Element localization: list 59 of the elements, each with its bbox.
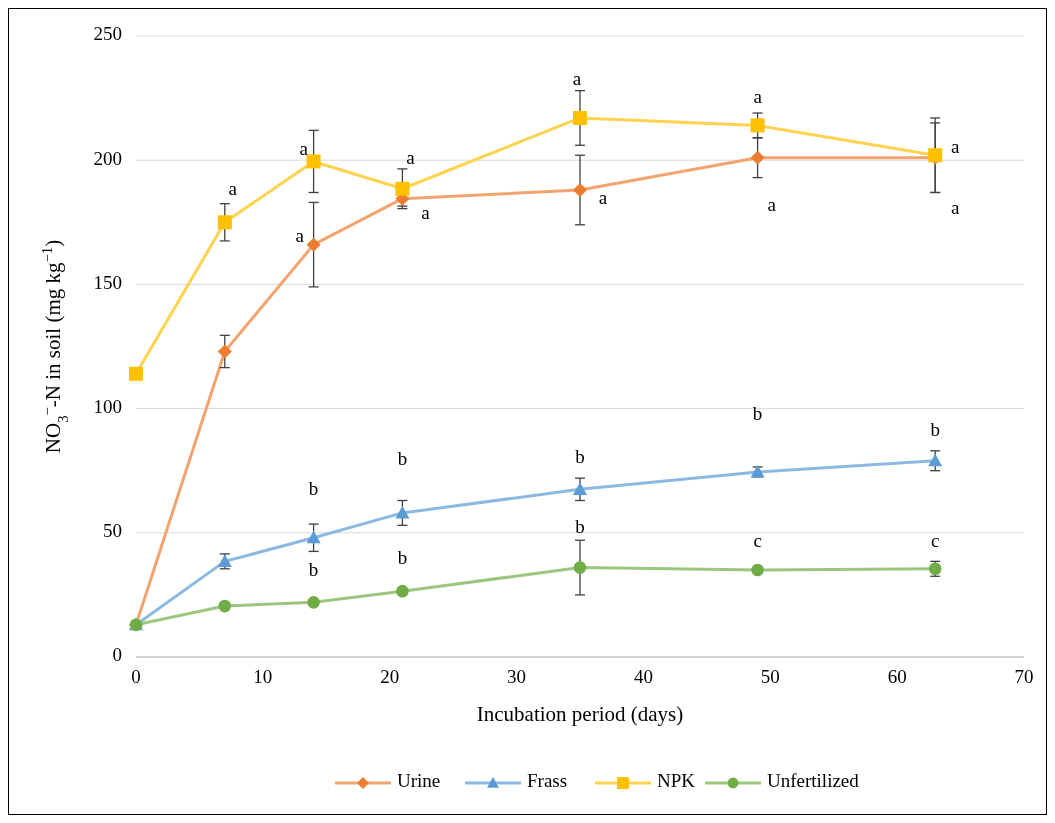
x-tick-label: 50 bbox=[760, 666, 780, 687]
x-tick-label: 10 bbox=[253, 666, 273, 687]
point bbox=[217, 344, 232, 359]
point bbox=[396, 584, 409, 598]
point bbox=[750, 150, 765, 165]
point bbox=[217, 215, 232, 230]
annotation: b bbox=[575, 445, 585, 467]
legend-label: Frass bbox=[527, 770, 568, 792]
annotation: c bbox=[753, 530, 762, 552]
annotation: a bbox=[295, 225, 305, 247]
x-tick-label: 30 bbox=[507, 666, 527, 687]
y-tick-label: 100 bbox=[93, 395, 122, 417]
x-tick-label: 0 bbox=[131, 666, 141, 687]
legend-label: Unfertilized bbox=[767, 770, 860, 792]
annotation: a bbox=[753, 85, 763, 107]
annotation: a bbox=[421, 202, 431, 224]
annotation: a bbox=[572, 68, 582, 90]
y-tick-label: 0 bbox=[112, 644, 122, 666]
x-tick-label: 20 bbox=[380, 666, 400, 687]
point bbox=[573, 561, 587, 574]
annotation: b bbox=[397, 546, 408, 568]
point bbox=[573, 183, 587, 198]
annotation: b bbox=[752, 403, 763, 425]
y-tick-label: 250 bbox=[93, 23, 122, 45]
point bbox=[307, 596, 320, 609]
point bbox=[395, 505, 410, 519]
point bbox=[573, 110, 587, 125]
annotation: a bbox=[406, 147, 416, 169]
point bbox=[395, 181, 410, 196]
annotation: a bbox=[767, 194, 777, 216]
point bbox=[573, 482, 587, 495]
point bbox=[751, 563, 764, 577]
x-tick-label: 60 bbox=[887, 666, 907, 687]
y-tick-label: 150 bbox=[93, 271, 122, 293]
point bbox=[306, 154, 321, 169]
annotation: a bbox=[950, 197, 960, 219]
annotation: b bbox=[308, 558, 319, 580]
point bbox=[129, 366, 143, 381]
annotation: b bbox=[575, 515, 585, 537]
legend-label: NPK bbox=[657, 770, 696, 792]
annotation: b bbox=[308, 478, 319, 500]
point bbox=[306, 237, 321, 252]
y-tick-label: 200 bbox=[93, 147, 122, 169]
point bbox=[750, 118, 765, 133]
annotation: a bbox=[598, 187, 608, 209]
annotation: a bbox=[299, 137, 309, 159]
x-tick-label: 70 bbox=[1014, 666, 1034, 687]
annotation: b bbox=[930, 419, 940, 441]
x-tick-label: 40 bbox=[633, 666, 653, 687]
annotation: a bbox=[950, 135, 960, 157]
x-axis-title: Incubation period (days) bbox=[476, 702, 684, 726]
point bbox=[306, 530, 321, 544]
annotation: b bbox=[397, 448, 408, 470]
y-tick-label: 50 bbox=[103, 520, 122, 542]
legend-label: Urine bbox=[397, 770, 441, 792]
point bbox=[218, 599, 232, 613]
annotation: a bbox=[228, 177, 238, 199]
point bbox=[928, 453, 943, 467]
annotation: c bbox=[930, 530, 940, 552]
